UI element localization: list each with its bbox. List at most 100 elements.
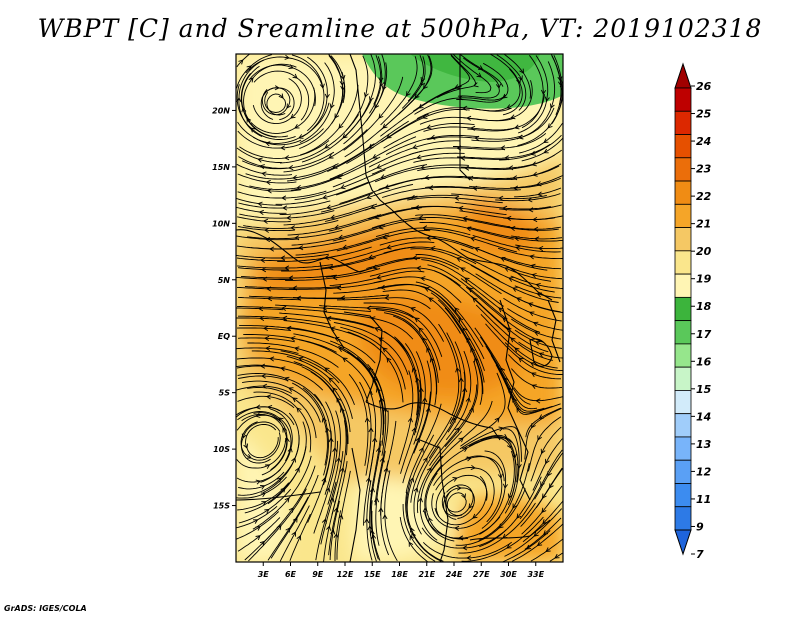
streamline-arrowhead: [466, 226, 472, 232]
streamline-arrowhead: [543, 148, 549, 154]
streamline-arrowhead: [531, 161, 537, 167]
streamline-arrowhead: [531, 423, 536, 429]
streamline-arrowhead: [294, 123, 300, 129]
streamline-arrowhead: [280, 487, 286, 493]
streamline-arrowhead: [265, 179, 271, 185]
streamline-arrowhead: [541, 493, 547, 499]
lon-tick-label: 18E: [391, 570, 408, 579]
streamline-arrowhead: [519, 68, 525, 74]
lat-tick-label: 10S: [213, 445, 230, 454]
streamline-arrowhead: [529, 311, 535, 317]
streamline-arrowhead: [334, 113, 340, 119]
streamline-arrowhead: [328, 437, 334, 443]
streamline-arrowhead: [264, 508, 270, 514]
streamline-arrowhead: [372, 437, 378, 443]
streamline-arrowhead: [534, 331, 540, 336]
streamline-arrowhead: [369, 96, 374, 102]
streamline-arrowhead: [516, 513, 522, 519]
streamline-arrowhead: [364, 518, 370, 524]
lon-tick-label: 6E: [285, 570, 297, 579]
streamline: [236, 163, 293, 176]
streamline-arrowhead: [558, 81, 563, 87]
streamline-arrowhead: [454, 84, 460, 89]
streamline-arrowhead: [458, 377, 464, 383]
streamline-arrowhead: [290, 225, 296, 231]
streamline-arrowhead: [502, 93, 508, 99]
streamline-arrowhead: [324, 367, 330, 373]
streamline-arrowhead: [414, 93, 420, 99]
streamline-arrowhead: [265, 141, 271, 147]
streamline-arrowhead: [255, 479, 262, 485]
colorbar-swatch: [674, 203, 692, 228]
streamline-arrowhead: [236, 97, 242, 103]
streamline-arrowhead: [527, 302, 534, 308]
streamline-arrowhead: [336, 285, 342, 291]
colorbar-label: 15: [696, 383, 712, 396]
streamline-arrowhead: [269, 246, 275, 252]
streamline: [236, 364, 324, 391]
streamline-arrowhead: [538, 245, 544, 252]
streamline-arrowhead: [321, 417, 327, 423]
streamline-arrowhead: [282, 315, 288, 321]
streamline-arrowhead: [363, 92, 369, 98]
streamline-arrowhead: [424, 286, 430, 292]
streamline-arrowhead: [298, 245, 304, 251]
streamline-arrowhead: [338, 347, 344, 352]
streamline-arrowhead: [454, 195, 460, 201]
streamline-arrowhead: [257, 157, 263, 163]
streamline-arrowhead: [417, 497, 423, 503]
colorbar-swatch: [674, 227, 692, 252]
streamline-arrowhead: [462, 216, 468, 222]
streamline-arrowhead: [280, 366, 286, 372]
streamline-arrowhead: [322, 305, 328, 311]
streamline-arrowhead: [286, 325, 292, 331]
streamline: [496, 54, 527, 111]
lon-tick-label: 12E: [337, 570, 354, 579]
streamline-arrowhead: [375, 387, 381, 393]
streamline-arrowhead: [378, 77, 384, 83]
streamline-arrowhead: [383, 467, 389, 473]
streamline-arrowhead: [368, 143, 374, 149]
streamline-arrowhead: [454, 525, 460, 531]
streamline-arrows: [236, 54, 563, 561]
streamline-arrowhead: [386, 133, 392, 139]
lat-tick-label: 15N: [212, 163, 230, 172]
colorbar-swatch: [674, 180, 692, 205]
streamline-arrowhead: [291, 457, 297, 463]
lat-tick-label: EQ: [218, 332, 230, 341]
streamline-arrowhead: [338, 234, 344, 240]
streamline-arrowhead: [531, 384, 537, 389]
streamline: [384, 470, 398, 562]
streamline-arrowhead: [292, 73, 298, 79]
streamline-arrowhead: [274, 85, 280, 91]
latitude-axis: 20N 15N 10N 5N EQ 5S 10S 15S: [212, 106, 236, 511]
streamline-arrowhead: [264, 464, 271, 469]
streamline: [402, 504, 436, 562]
streamline-arrowhead: [554, 553, 560, 559]
streamline-arrowhead: [335, 457, 342, 463]
streamline-arrowhead: [540, 481, 545, 487]
streamline-arrowhead: [326, 204, 332, 210]
colorbar-swatch: [674, 157, 692, 182]
streamline-arrowhead: [502, 483, 508, 489]
streamline: [236, 511, 280, 540]
streamline-arrowhead: [529, 254, 535, 260]
colorbar-swatch: [674, 134, 692, 159]
streamline-arrowhead: [269, 356, 275, 362]
streamline-arrowhead: [530, 263, 536, 269]
streamline: [236, 235, 299, 241]
streamline: [452, 54, 492, 94]
streamline-arrowhead: [418, 327, 424, 333]
colorbar-label: 18: [696, 300, 712, 313]
lat-tick-label: 5N: [218, 276, 231, 285]
colorbar-label: 23: [696, 163, 712, 176]
streamline-arrowhead: [422, 337, 428, 343]
streamline-arrowhead: [381, 85, 387, 91]
streamline-arrowhead: [261, 383, 268, 389]
streamline-arrowhead: [518, 134, 524, 140]
colorbar-swatch: [674, 459, 692, 484]
streamline: [345, 55, 369, 131]
streamline-arrowhead: [370, 533, 377, 540]
streamline-arrowhead: [418, 215, 424, 221]
